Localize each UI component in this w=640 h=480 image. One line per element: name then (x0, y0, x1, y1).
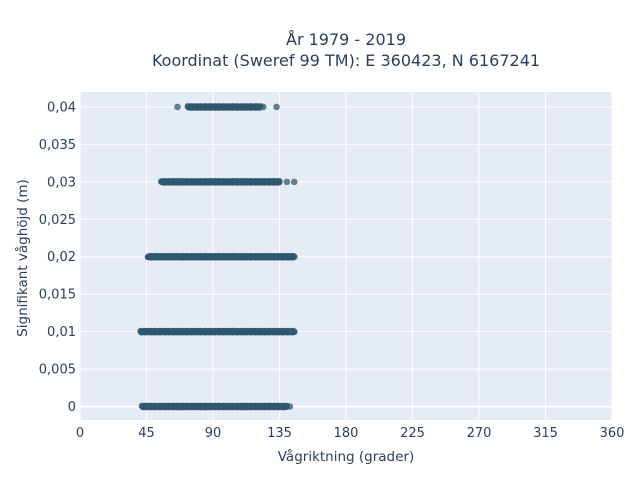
y-tick-label: 0,015 (39, 288, 76, 303)
point-band (137, 327, 298, 336)
x-tick-label: 225 (400, 426, 425, 441)
x-tick-label: 0 (76, 426, 84, 441)
data-point (259, 103, 267, 111)
data-point (273, 103, 280, 111)
x-tick-label: 180 (334, 426, 359, 441)
point-band (144, 252, 298, 261)
x-tick-label: 135 (267, 426, 292, 441)
data-point (276, 178, 283, 185)
y-tick-label: 0,03 (47, 175, 76, 190)
y-tick-label: 0,005 (39, 363, 76, 378)
grid-lines (79, 92, 613, 420)
point-band (174, 103, 280, 111)
data-point (290, 178, 298, 186)
x-tick-label: 315 (533, 426, 558, 441)
data-point (174, 103, 181, 111)
y-tick-label: 0 (68, 400, 76, 415)
y-tick-label: 0,025 (39, 213, 76, 228)
y-tick-labels: 0 0,005 0,01 0,015 0,02 0,025 0,03 0,035 0,04 (39, 100, 76, 415)
data-point (283, 178, 291, 186)
x-tick-labels: 0 45 90 135 180 225 270 315 360 (76, 426, 625, 441)
data-point (290, 253, 298, 261)
chart-title-line-1: År 1979 - 2019 (286, 30, 406, 49)
x-tick-label: 90 (205, 426, 222, 441)
y-tick-label: 0,04 (47, 100, 76, 115)
y-axis-title: Signifikant våghöjd (m) (14, 179, 31, 337)
x-axis-title: Vågriktning (grader) (278, 448, 415, 465)
x-tick-label: 360 (600, 426, 625, 441)
point-band (157, 177, 298, 186)
chart-title-line-2: Koordinat (Sweref 99 TM): E 360423, N 61… (152, 51, 540, 70)
data-point (290, 328, 298, 336)
y-tick-label: 0,02 (47, 250, 76, 265)
x-tick-label: 45 (138, 426, 155, 441)
y-tick-label: 0,035 (39, 138, 76, 153)
y-tick-label: 0,01 (47, 325, 76, 340)
point-band (138, 402, 294, 411)
x-tick-label: 270 (467, 426, 492, 441)
data-points (137, 103, 298, 411)
data-point (286, 403, 294, 410)
